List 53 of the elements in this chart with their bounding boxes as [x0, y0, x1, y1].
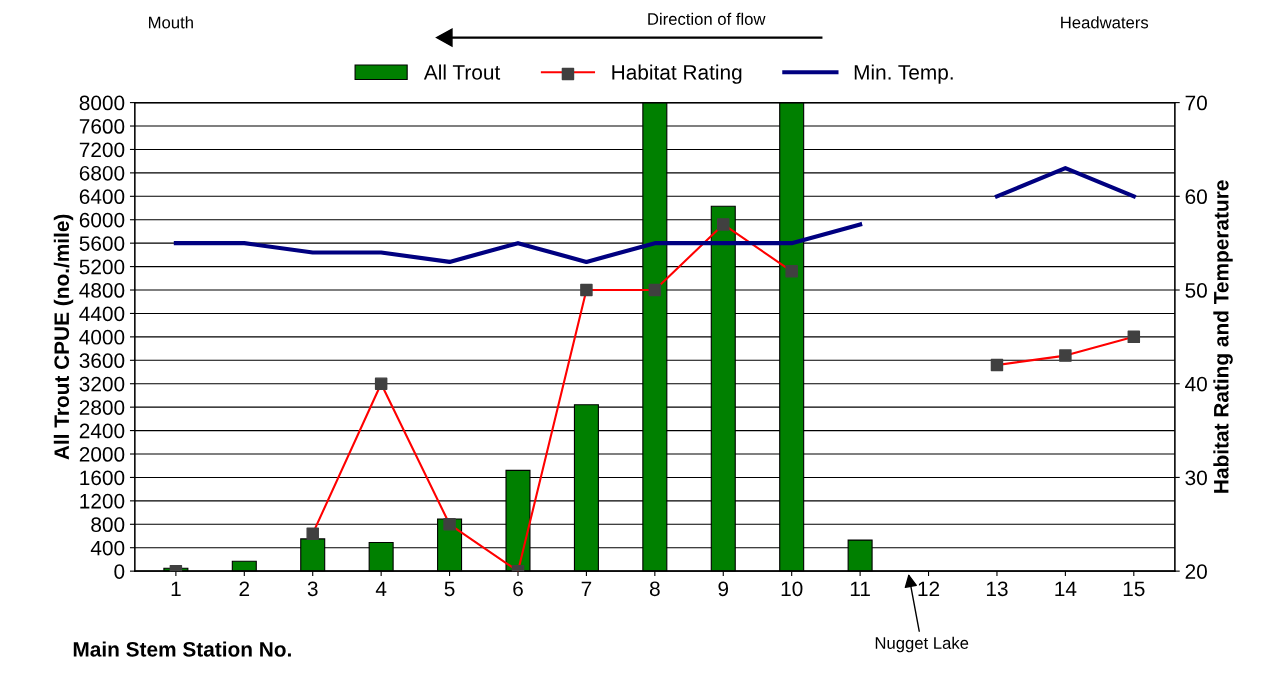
- x-tick-label: 4: [375, 581, 387, 596]
- y2-tick-label: 70: [1185, 95, 1207, 111]
- legend-label: Min. Temp.: [854, 64, 953, 84]
- x-tick-label: 7: [581, 581, 592, 596]
- x-tick-label: 13: [986, 581, 1008, 597]
- y-tick-label: 3200: [79, 376, 125, 392]
- x-tick-label: 14: [1055, 581, 1077, 596]
- text: Direction of flow: [648, 12, 766, 25]
- y-tick-label: 6400: [79, 189, 125, 205]
- text: Mouth: [149, 16, 193, 29]
- y-tick-label: 8000: [79, 95, 125, 111]
- y-tick-label: 2400: [79, 423, 125, 439]
- y-tick-label: 2800: [79, 400, 125, 415]
- x-tick-label: 12: [918, 581, 940, 596]
- y2-axis-title: Habitat Rating and Temperature: [1213, 180, 1233, 493]
- y-tick-label: 1200: [80, 493, 125, 509]
- y-tick-label: 0: [114, 564, 125, 579]
- y-tick-label: 3600: [79, 353, 125, 369]
- x-tick-label: 15: [1123, 581, 1145, 597]
- x-tick-label: 6: [513, 581, 523, 597]
- x-tick-label: 10: [781, 581, 803, 597]
- x-tick-label: 11: [850, 581, 870, 596]
- y-tick-label: 4000: [79, 329, 125, 345]
- y-tick-label: 6800: [79, 165, 125, 181]
- x-tick-label: 9: [718, 581, 729, 597]
- y-tick-label: 1600: [80, 470, 125, 486]
- x-tick-label: 2: [239, 581, 250, 596]
- legend-label: All Trout: [423, 64, 501, 80]
- x-tick-label: 3: [307, 581, 318, 597]
- x-tick-label: 1: [171, 581, 181, 596]
- text: Headwaters: [1061, 16, 1149, 29]
- y2-tick-label: 20: [1185, 564, 1207, 579]
- y-axis-title: All Trout CPUE (no./mile): [53, 214, 74, 460]
- y-tick-label: 5600: [79, 236, 125, 251]
- x-tick-label: 5: [444, 581, 455, 597]
- y-tick-label: 7600: [79, 119, 125, 134]
- y2-tick-label: 60: [1185, 189, 1207, 205]
- y-tick-label: 4800: [79, 283, 125, 298]
- y-tick-label: 800: [91, 517, 125, 533]
- y2-tick-label: 40: [1185, 376, 1207, 392]
- y-tick-label: 400: [90, 540, 125, 556]
- y2-tick-label: 30: [1185, 470, 1207, 486]
- legend-label: Habitat Rating: [612, 64, 742, 84]
- y-tick-label: 6000: [79, 212, 125, 228]
- y-tick-label: 5200: [79, 259, 125, 275]
- y-tick-label: 2000: [79, 447, 125, 462]
- y-tick-label: 4400: [79, 306, 125, 322]
- y2-tick-label: 50: [1185, 283, 1207, 298]
- x-axis-title: Main Stem Station No.: [73, 641, 291, 657]
- text: Nugget Lake: [875, 636, 969, 653]
- x-tick-label: 8: [649, 581, 660, 597]
- point: [990, 358, 1004, 372]
- y-tick-label: 7200: [79, 142, 125, 158]
